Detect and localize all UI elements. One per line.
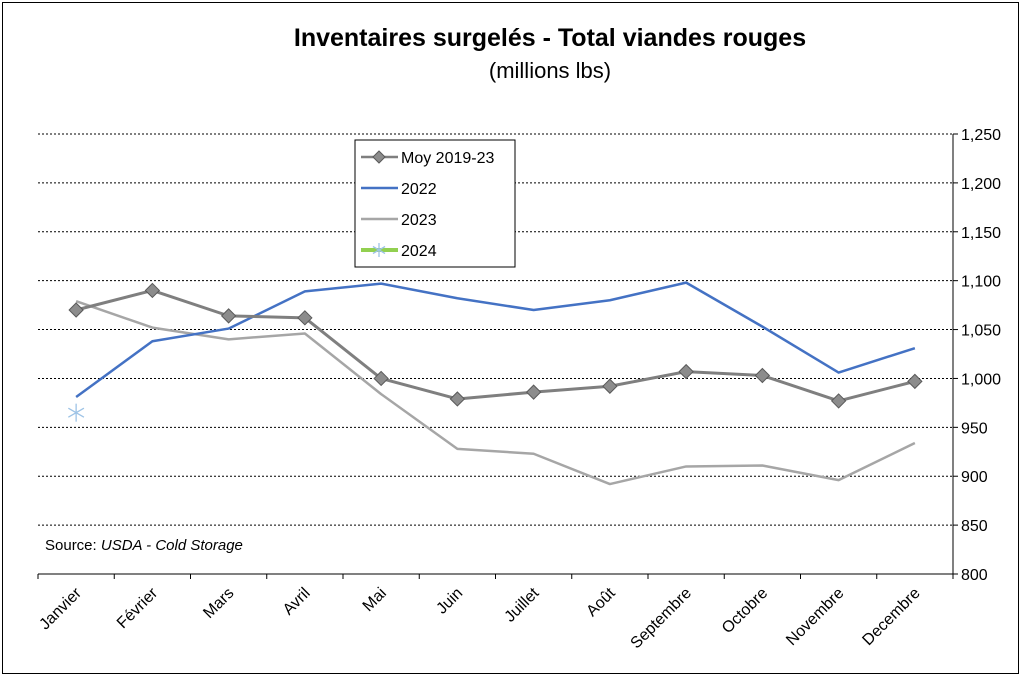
y-tick-label: 1,200	[961, 176, 1001, 193]
x-tick-label: Novembre	[783, 585, 847, 649]
legend-label: 2022	[401, 181, 437, 198]
y-tick-label: 950	[961, 420, 988, 437]
x-tick-label: Juin	[433, 585, 466, 618]
x-tick-label: Mai	[360, 585, 390, 615]
x-tick-label: Decembre	[859, 585, 923, 649]
x-tick-label: Août	[583, 584, 619, 620]
chart-title: Inventaires surgelés - Total viandes rou…	[294, 24, 806, 52]
x-tick-label: Mars	[200, 585, 237, 622]
legend-item: 2022	[361, 181, 437, 198]
series-line	[75, 288, 916, 403]
source-prefix: Source:	[45, 537, 101, 554]
x-tick-label: Janvier	[36, 584, 85, 633]
legend-label: 2024	[401, 243, 437, 260]
chart-subtitle: (millions lbs)	[489, 58, 611, 83]
legend-box	[354, 139, 516, 268]
data-point	[449, 391, 466, 407]
x-axis-ticks: Janvier Février Mars Avril Mai Juin Juillet Aoû…	[36, 574, 954, 652]
data-point	[373, 370, 389, 387]
legend-item: 2024	[361, 243, 437, 260]
x-tick-label: Octobre	[719, 585, 771, 637]
x-tick-label: Juillet	[502, 584, 543, 625]
y-tick-label: 850	[961, 518, 988, 535]
legend-item: Moy 2019-23	[361, 150, 494, 167]
y-axis-ticks: 800 850 900 950 1,000 1,050 1,100 1,150 1,200 1,2…	[953, 127, 1001, 584]
legend-marker	[372, 150, 386, 164]
x-tick-label: Avril	[280, 585, 314, 619]
y-tick-label: 1,150	[961, 225, 1001, 242]
series-layer	[68, 281, 923, 486]
y-tick-label: 1,250	[961, 127, 1001, 144]
y-tick-label: 900	[961, 469, 988, 486]
legend-item: 2023	[361, 212, 437, 229]
x-tick-label: Février	[114, 584, 162, 632]
data-point	[754, 367, 771, 384]
data-point	[144, 282, 161, 299]
y-tick-label: 1,050	[961, 323, 1001, 340]
y-tick-label: 800	[961, 567, 988, 584]
x-tick-label: Septembre	[628, 585, 695, 652]
data-point	[297, 310, 313, 326]
legend-marker	[372, 243, 386, 257]
legend: Moy 2019-23 2022 2023 2024	[354, 139, 516, 268]
data-point	[907, 373, 923, 390]
source-text: USDA - Cold Storage	[101, 537, 243, 554]
legend-label: Moy 2019-23	[401, 150, 494, 167]
series-line	[75, 300, 916, 486]
legend-label: 2023	[401, 212, 437, 229]
data-point	[525, 384, 542, 400]
source-note: Source: USDA - Cold Storage	[45, 537, 243, 554]
y-tick-label: 1,000	[961, 371, 1001, 388]
data-point	[830, 393, 847, 409]
data-point	[678, 363, 694, 380]
data-point	[68, 403, 85, 422]
series-line	[75, 281, 916, 399]
y-tick-label: 1,100	[961, 274, 1001, 291]
data-point	[602, 378, 618, 394]
data-point	[68, 302, 84, 318]
data-point	[220, 308, 237, 324]
